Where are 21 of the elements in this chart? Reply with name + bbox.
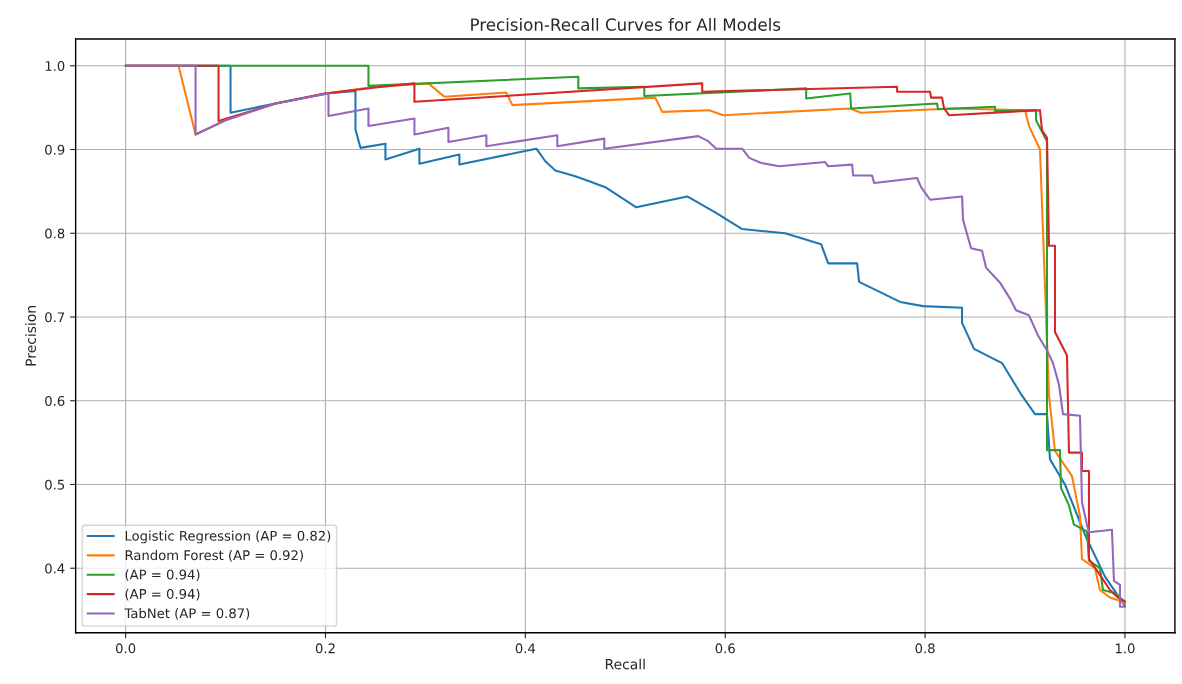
legend-label: (AP = 0.94): [125, 569, 200, 582]
legend-label: (AP = 0.94): [125, 588, 200, 601]
y-tick-label: 0.5: [45, 479, 65, 490]
x-tick-label: 0.6: [715, 643, 735, 654]
x-tick-label: 0.8: [915, 643, 935, 654]
y-axis-title: Precision: [25, 306, 36, 366]
legend-label: Random Forest (AP = 0.92): [125, 549, 303, 562]
y-tick-label: 0.4: [45, 563, 65, 574]
x-tick-label: 1.0: [1115, 643, 1135, 654]
x-tick-label: 0.2: [315, 643, 335, 654]
y-tick-label: 1.0: [45, 61, 65, 71]
legend-label: TabNet (AP = 0.87): [124, 608, 250, 620]
x-tick-label: 0.4: [515, 643, 536, 654]
x-axis-title: Recall: [605, 658, 645, 670]
x-tick-label: 0.0: [115, 643, 136, 654]
y-tick-label: 0.8: [45, 228, 65, 239]
y-tick-label: 0.7: [45, 312, 65, 323]
y-tick-label: 0.6: [45, 395, 65, 406]
chart-title: Precision-Recall Curves for All Models: [471, 17, 781, 31]
legend-label: Logistic Regression (AP = 0.82): [125, 530, 331, 544]
y-tick-label: 0.9: [45, 144, 65, 155]
